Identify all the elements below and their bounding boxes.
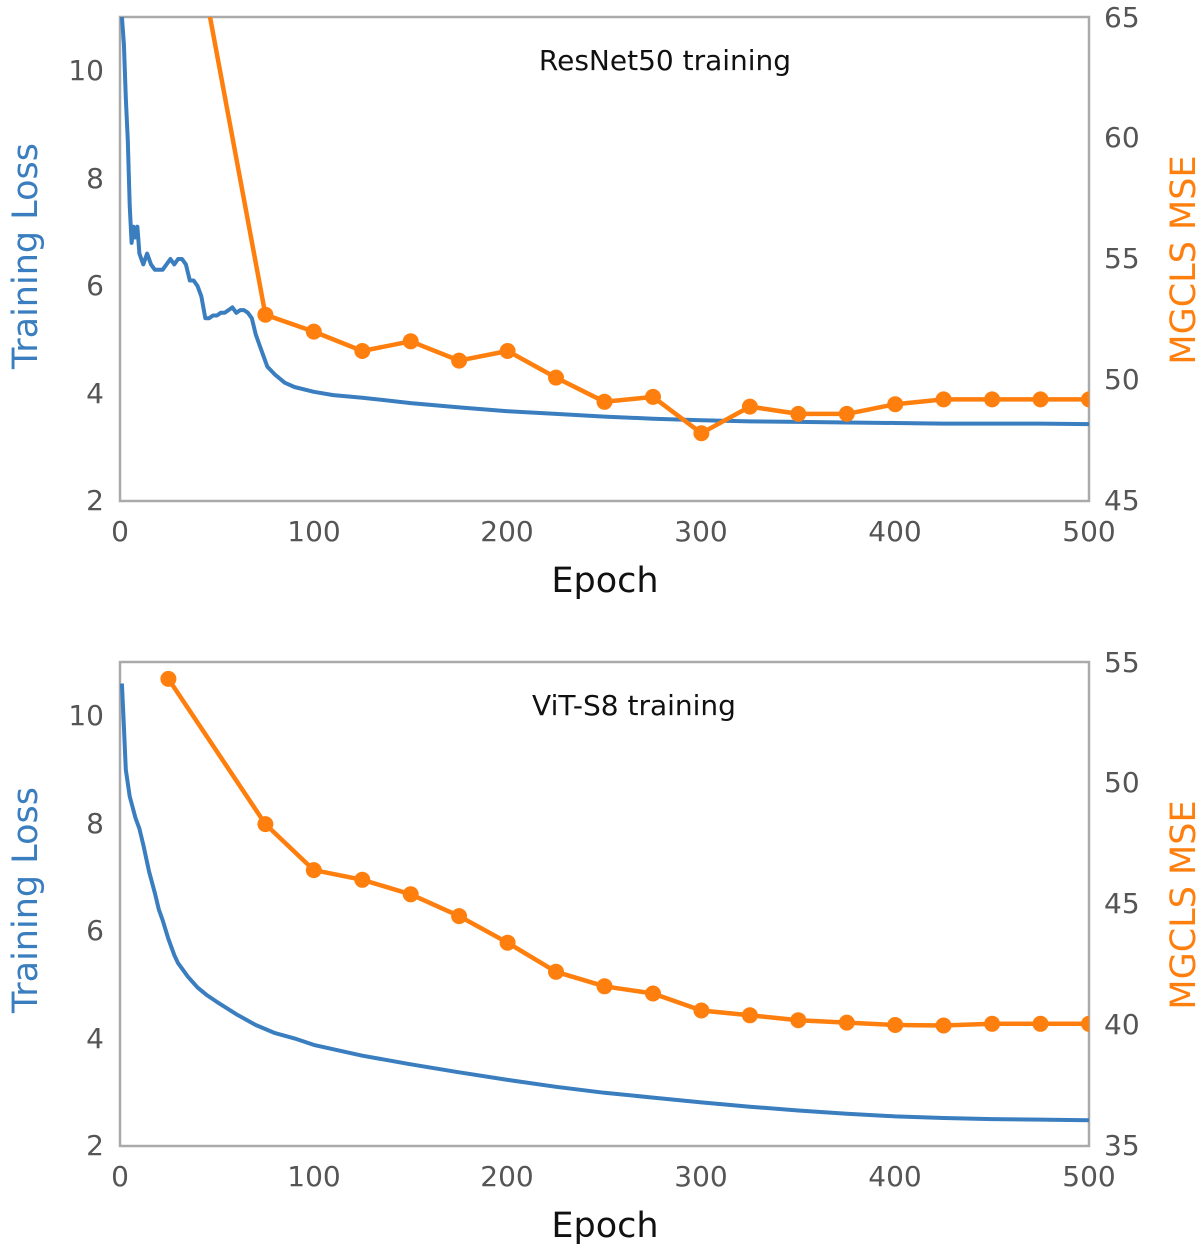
y-left-tick-label: 8 xyxy=(86,162,104,195)
x-tick-label: 500 xyxy=(1062,515,1115,548)
y-right-tick-label: 50 xyxy=(1104,766,1140,799)
mse-marker xyxy=(1081,391,1089,408)
mse-marker xyxy=(693,1002,710,1019)
mse-marker xyxy=(838,405,855,422)
training-loss-line xyxy=(120,683,1089,1123)
y-left-tick-label: 4 xyxy=(86,377,104,410)
loss-series-group xyxy=(120,17,1089,427)
mse-marker xyxy=(887,1017,904,1033)
y-right-tick-label: 35 xyxy=(1104,1129,1140,1162)
mse-marker xyxy=(548,963,564,980)
mse-marker xyxy=(887,396,904,413)
y-left-tick-label: 6 xyxy=(86,914,104,947)
y-right-axis-label: MGCLS MSE xyxy=(1164,155,1200,364)
y-left-axis-label: Training Loss xyxy=(6,787,46,1014)
y-left-tick-label: 4 xyxy=(86,1022,104,1055)
x-axis-label: Epoch xyxy=(551,1206,658,1246)
mse-marker xyxy=(305,323,322,340)
mse-marker xyxy=(257,306,274,323)
y-left-tick-label: 2 xyxy=(86,1129,104,1162)
mse-marker xyxy=(451,352,468,369)
x-tick-label: 0 xyxy=(111,515,129,548)
y-left-tick-label: 2 xyxy=(86,484,104,517)
plot-frame xyxy=(118,660,1091,1148)
mse-series-group xyxy=(160,670,1089,1034)
y-left-tick-label: 8 xyxy=(86,807,104,840)
mse-marker xyxy=(596,393,613,410)
y-right-tick-label: 55 xyxy=(1104,646,1140,679)
mse-marker xyxy=(305,862,322,879)
mse-marker xyxy=(1032,391,1049,408)
mse-marker xyxy=(741,1007,758,1024)
mse-marker xyxy=(451,908,468,925)
mse-marker xyxy=(935,391,952,408)
chart-title: ViT-S8 training xyxy=(532,689,736,722)
mse-series-group xyxy=(207,17,1089,442)
mse-marker xyxy=(1032,1015,1049,1032)
mse-marker xyxy=(499,934,516,951)
x-tick-label: 100 xyxy=(287,515,340,548)
y-left-tick-label: 6 xyxy=(86,269,104,302)
x-tick-label: 200 xyxy=(480,1160,533,1193)
loss-series-group xyxy=(120,683,1089,1123)
chart-vit-s8: ViT-S8 training 0 100 200 300 400 500 2 … xyxy=(6,646,1200,1246)
training-loss-line xyxy=(120,17,1089,427)
plot-frame xyxy=(118,15,1091,503)
mse-marker xyxy=(838,1014,855,1031)
mse-marker xyxy=(935,1017,952,1034)
mse-marker xyxy=(354,343,371,359)
mse-marker xyxy=(596,978,613,995)
y-right-tick-label: 40 xyxy=(1104,1008,1140,1041)
mse-marker xyxy=(402,886,419,903)
mse-marker xyxy=(257,816,274,833)
x-tick-label: 200 xyxy=(480,515,533,548)
mse-marker xyxy=(402,333,419,350)
mse-marker xyxy=(984,1015,1001,1032)
mse-marker xyxy=(548,369,564,386)
x-tick-label: 300 xyxy=(674,1160,727,1193)
chart-resnet50: ResNet50 training 0 100 200 300 400 500 … xyxy=(6,1,1200,601)
mgcls-mse-line xyxy=(166,677,1089,1028)
y-right-tick-label: 50 xyxy=(1104,363,1140,396)
y-left-axis-label: Training Loss xyxy=(6,143,46,370)
x-tick-label: 400 xyxy=(868,515,921,548)
x-tick-label: 100 xyxy=(287,1160,340,1193)
x-axis-label: Epoch xyxy=(551,561,658,601)
mse-marker xyxy=(160,670,177,687)
mse-marker xyxy=(790,1012,807,1029)
mse-marker xyxy=(1081,1015,1089,1032)
mse-marker xyxy=(645,985,661,1002)
mse-marker xyxy=(645,388,661,405)
y-left-tick-label: 10 xyxy=(68,54,104,87)
y-right-tick-label: 45 xyxy=(1104,484,1140,517)
y-right-tick-label: 65 xyxy=(1104,1,1140,34)
mse-marker xyxy=(354,871,371,888)
x-tick-label: 400 xyxy=(868,1160,921,1193)
x-tick-label: 500 xyxy=(1062,1160,1115,1193)
y-right-tick-label: 45 xyxy=(1104,887,1140,920)
mse-marker xyxy=(984,391,1001,408)
y-right-tick-label: 60 xyxy=(1104,121,1140,154)
y-right-axis-label: MGCLS MSE xyxy=(1164,800,1200,1009)
mse-marker xyxy=(741,398,758,415)
chart-title: ResNet50 training xyxy=(539,44,791,77)
mse-marker xyxy=(693,425,710,442)
mse-marker xyxy=(499,343,516,359)
x-tick-label: 300 xyxy=(674,515,727,548)
x-tick-label: 0 xyxy=(111,1160,129,1193)
mse-marker xyxy=(790,405,807,422)
y-right-tick-label: 55 xyxy=(1104,242,1140,275)
y-left-tick-label: 10 xyxy=(68,699,104,732)
